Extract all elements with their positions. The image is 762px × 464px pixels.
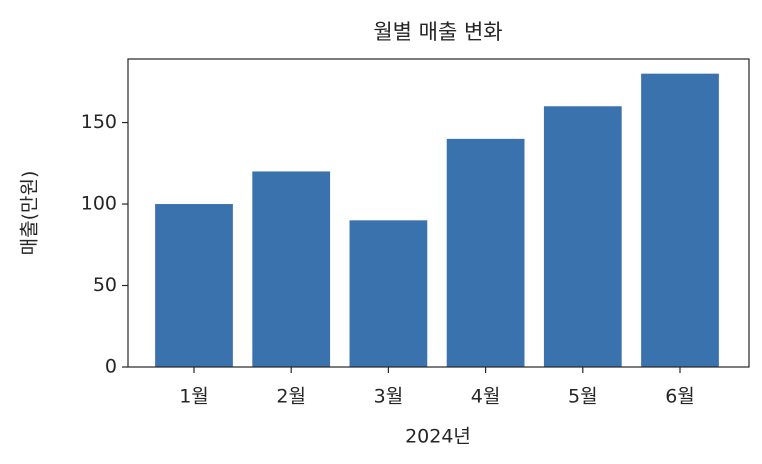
x-tick-label: 4월 (471, 386, 501, 408)
x-tick-label: 6월 (665, 386, 695, 408)
y-tick-label: 50 (93, 274, 117, 296)
chart-title: 월별 매출 변화 (373, 20, 502, 44)
bar (349, 220, 428, 367)
y-tick-label: 0 (105, 356, 117, 378)
x-tick-label: 5월 (568, 386, 598, 408)
bar (252, 171, 331, 367)
bar (641, 73, 719, 368)
bar (446, 138, 525, 367)
plot-frame (127, 58, 750, 368)
y-tick-label: 100 (81, 193, 117, 215)
bar (543, 106, 622, 367)
y-tick-label: 150 (81, 111, 117, 133)
x-tick-label: 3월 (374, 386, 404, 408)
x-tick-label: 1월 (179, 386, 209, 408)
y-axis-label: 매출(만원) (19, 171, 41, 256)
bar (155, 204, 233, 367)
x-axis-label: 2024년 (405, 426, 471, 448)
x-tick-label: 2월 (276, 386, 306, 408)
